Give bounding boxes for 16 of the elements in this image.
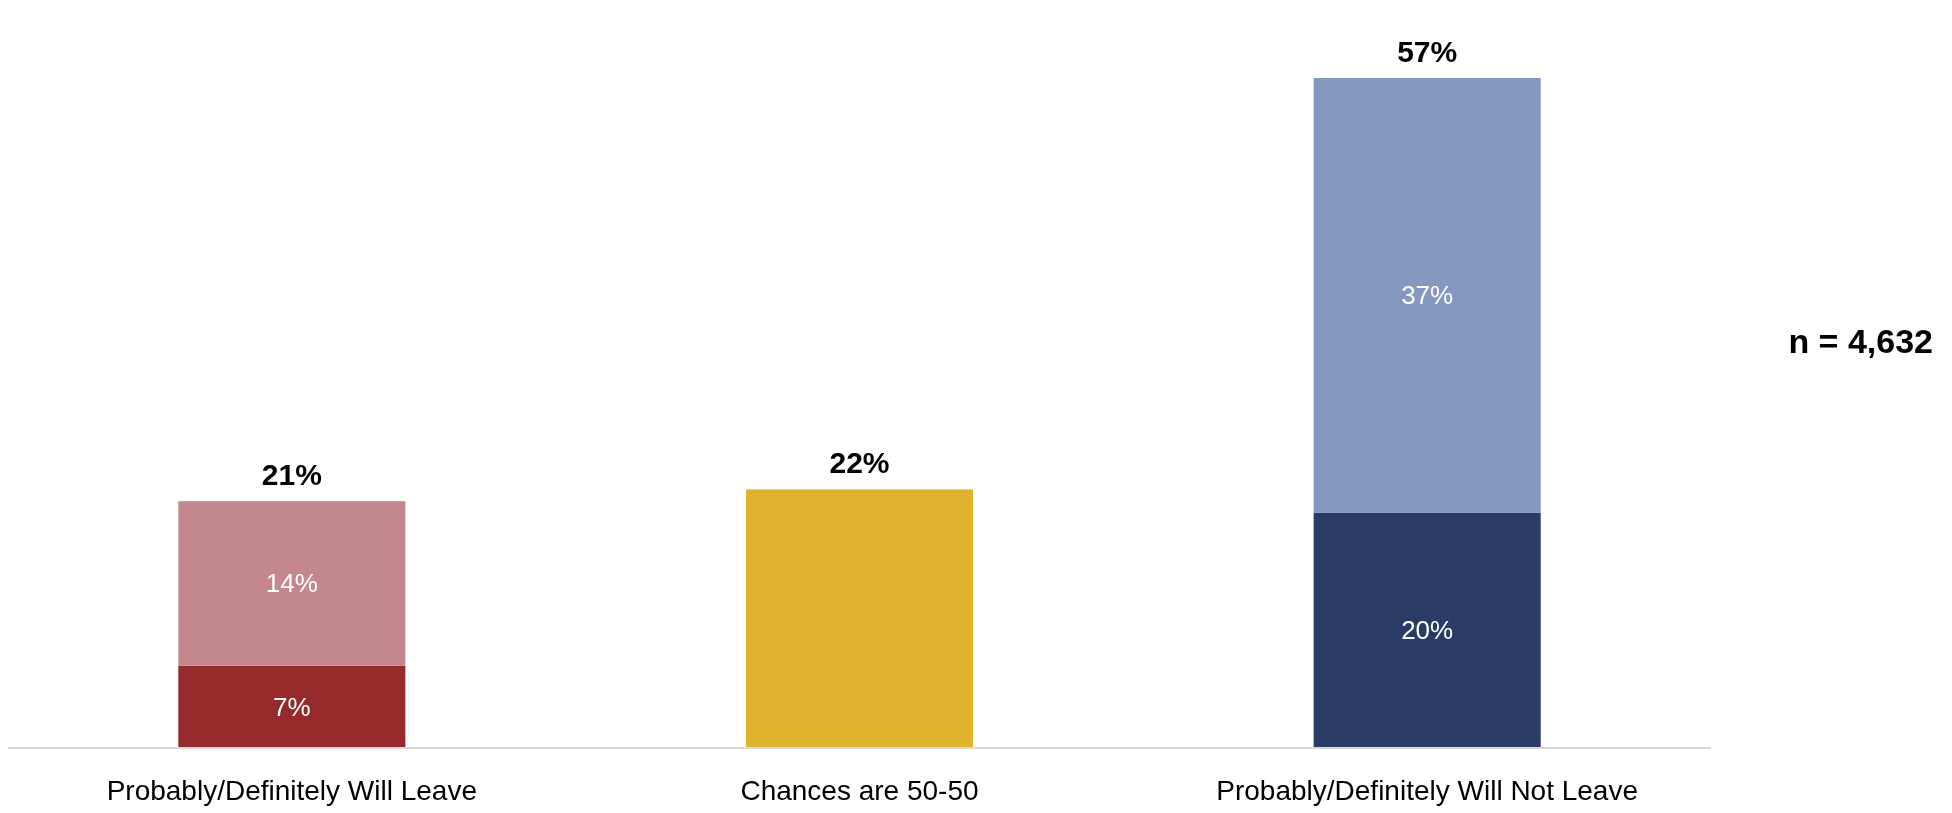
bar [178,665,406,748]
x-tick-label: Probably/Definitely Will Leave [106,775,478,806]
total-label: 57% [1397,35,1458,68]
total-label: 21% [261,458,322,492]
bar [1313,78,1541,513]
data-label: 14% [265,568,318,599]
bar [1313,512,1541,748]
total-label: 22% [829,446,890,480]
data-label: 7% [273,691,311,722]
x-tick-label: Probably/Definitely Will Not Leave [1216,775,1639,806]
data-label: 20% [1401,615,1454,646]
data-label: 37% [1401,280,1454,311]
bar [178,501,406,666]
text: n = 4,632 [1788,322,1933,360]
bar [745,489,974,748]
x-tick-label: Chances are 50-50 [740,775,979,806]
